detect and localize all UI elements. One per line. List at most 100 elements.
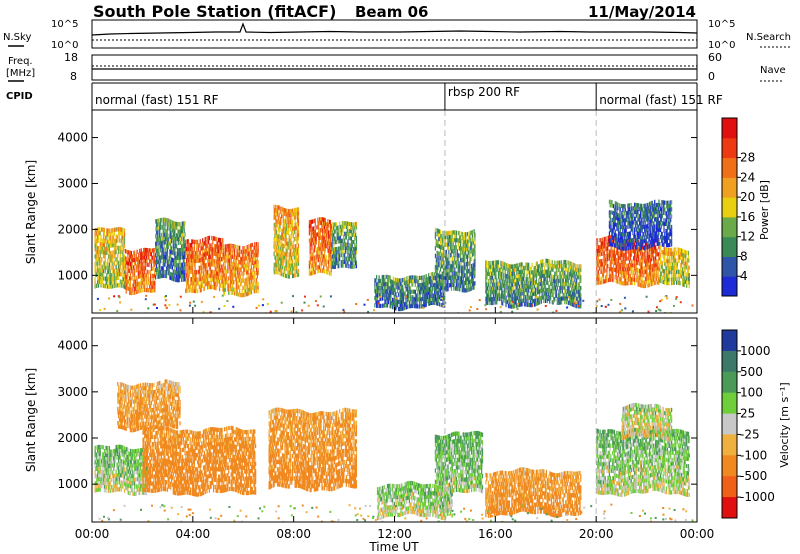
- data-cell: [277, 216, 279, 221]
- data-cell: [407, 283, 410, 288]
- data-cell: [455, 230, 458, 235]
- data-cell: [146, 258, 148, 264]
- data-cell: [508, 264, 511, 269]
- data-cell: [312, 252, 314, 257]
- data-cell: [325, 222, 327, 227]
- data-cell: [500, 278, 502, 284]
- data-cell: [107, 262, 109, 267]
- data-cell: [443, 278, 445, 283]
- data-cell: [443, 260, 445, 266]
- data-cell: [188, 258, 190, 263]
- data-cell: [129, 272, 132, 277]
- data-cell: [178, 236, 180, 242]
- data-cell: [548, 270, 550, 275]
- data-cell: [513, 300, 516, 305]
- data-cell: [339, 239, 341, 244]
- data-cell: [347, 232, 349, 237]
- data-cell: [254, 242, 256, 247]
- data-cell: [449, 238, 451, 243]
- data-cell: [187, 269, 189, 274]
- data-cell: [244, 278, 247, 283]
- data-cell: [449, 275, 451, 280]
- data-cell: [385, 296, 387, 301]
- data-cell: [166, 229, 169, 234]
- data-cell: [414, 304, 416, 309]
- data-cell: [274, 237, 276, 242]
- data-cell: [118, 234, 121, 239]
- data-cell: [97, 264, 99, 270]
- data-cell: [563, 281, 565, 286]
- data-cell: [122, 268, 124, 274]
- data-cell: [543, 273, 545, 278]
- data-cell: [408, 282, 411, 287]
- data-cell: [169, 252, 171, 258]
- data-cell: [126, 260, 128, 265]
- data-cell: [555, 268, 558, 273]
- data-cell: [276, 252, 279, 257]
- data-cell: [501, 301, 503, 306]
- data-cell: [177, 222, 179, 227]
- data-cell: [111, 235, 113, 241]
- data-cell: [121, 257, 123, 262]
- data-cell: [376, 289, 379, 294]
- data-cell: [200, 272, 202, 278]
- data-cell: [198, 254, 200, 259]
- data-cell: [446, 257, 448, 262]
- data-cell: [114, 242, 116, 247]
- data-cell: [219, 283, 221, 288]
- data-cell: [474, 258, 476, 264]
- data-cell: [392, 287, 394, 292]
- data-cell: [163, 240, 165, 245]
- data-cell: [533, 277, 535, 282]
- data-cell: [223, 287, 226, 292]
- data-cell: [202, 279, 204, 285]
- data-cell: [446, 253, 448, 258]
- data-cell: [485, 282, 487, 287]
- data-cell: [108, 254, 110, 259]
- data-cell: [576, 289, 578, 294]
- data-cell: [470, 249, 472, 254]
- data-cell: [558, 296, 560, 302]
- data-cell: [172, 276, 174, 282]
- data-cell: [242, 275, 244, 280]
- data-cell: [328, 259, 330, 265]
- data-cell: [596, 266, 598, 271]
- data-cell: [241, 293, 243, 298]
- data-cell: [418, 283, 421, 288]
- data-cell: [289, 209, 291, 214]
- data-cell: [376, 300, 379, 305]
- data-cell: [113, 235, 115, 240]
- data-cell: [283, 255, 285, 260]
- data-cell: [152, 259, 154, 264]
- data-cell: [330, 260, 332, 265]
- data-cell: [186, 258, 188, 263]
- data-cell: [174, 232, 176, 238]
- data-cell: [250, 286, 253, 291]
- data-cell: [134, 279, 136, 284]
- data-cell: [180, 229, 182, 234]
- data-cell: [343, 252, 345, 257]
- data-cell: [99, 260, 101, 266]
- data-cell: [508, 289, 511, 294]
- data-cell: [97, 257, 99, 262]
- data-cell: [411, 303, 413, 309]
- data-cell: [233, 280, 235, 285]
- data-cell: [189, 269, 191, 274]
- data-cell: [187, 273, 189, 278]
- data-cell: [140, 248, 142, 253]
- data-cell: [332, 254, 334, 259]
- data-cell: [541, 288, 543, 293]
- data-cell: [534, 280, 537, 285]
- data-cell: [556, 286, 558, 291]
- data-cell: [420, 304, 422, 309]
- data-cell: [292, 219, 294, 224]
- data-cell: [143, 284, 145, 289]
- data-cell: [253, 267, 255, 272]
- data-cell: [565, 260, 567, 265]
- data-cell: [434, 231, 437, 236]
- data-cell: [213, 281, 216, 286]
- data-cell: [541, 273, 543, 279]
- data-cell: [171, 272, 174, 278]
- data-cell: [178, 266, 180, 272]
- data-cell: [450, 253, 452, 258]
